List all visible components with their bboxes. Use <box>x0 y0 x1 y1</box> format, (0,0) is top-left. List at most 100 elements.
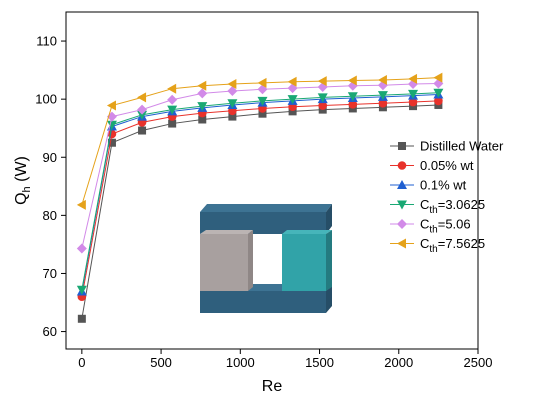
legend: Distilled Water 0.05% wt 0.1% wt Cth=3.0625… <box>390 139 504 255</box>
plot-frame <box>65 11 479 350</box>
data-point <box>378 98 388 108</box>
y-tick-label: 90 <box>43 150 57 165</box>
data-point <box>76 199 86 210</box>
x-tick-label: 2000 <box>384 355 413 370</box>
inset-illustration <box>200 204 332 313</box>
data-point <box>408 97 418 107</box>
data-point <box>408 73 418 84</box>
y-axis-label: Qh (W) <box>13 156 33 205</box>
left-block <box>200 234 248 291</box>
data-point <box>107 138 116 147</box>
data-point <box>377 91 388 101</box>
data-point <box>287 95 298 105</box>
frame-top-face <box>200 204 332 212</box>
data-point <box>257 96 268 106</box>
y-tick-label: 60 <box>43 324 57 339</box>
legend-item: Distilled Water <box>390 139 504 154</box>
left-block-side <box>248 230 253 291</box>
x-tick-label: 0 <box>78 355 85 370</box>
frame-bottom-side <box>326 284 332 313</box>
legend-label: Cth=3.0625 <box>420 197 485 216</box>
data-point <box>347 75 357 86</box>
y-tick-label: 100 <box>35 92 57 107</box>
right-block-top <box>282 230 332 234</box>
data-point <box>138 126 147 135</box>
y-tick-label: 70 <box>43 266 57 281</box>
data-point <box>258 109 267 118</box>
frame-bottom-beam <box>200 291 326 313</box>
legend-marker <box>397 219 407 229</box>
data-point <box>197 88 208 99</box>
legend-label: Distilled Water <box>420 139 504 154</box>
x-tick-label: 1500 <box>305 355 334 370</box>
legend-marker <box>397 200 407 210</box>
data-point <box>434 96 443 106</box>
data-point <box>317 76 327 87</box>
y-tick-label: 110 <box>36 34 57 49</box>
legend-label: 0.05% wt <box>420 158 474 173</box>
data-point <box>433 88 444 98</box>
left-block-top <box>200 230 253 234</box>
data-point <box>257 77 267 88</box>
x-axis-label: Re <box>262 378 283 395</box>
y-tick-label: 80 <box>43 208 57 223</box>
data-point <box>168 119 177 128</box>
x-tick-label: 500 <box>150 355 172 370</box>
data-point <box>408 89 419 99</box>
legend-marker <box>398 142 406 150</box>
legend-item: Cth=5.06 <box>390 217 471 236</box>
legend-item: 0.05% wt <box>390 158 474 173</box>
data-point <box>317 93 328 103</box>
legend-marker <box>397 161 407 170</box>
data-point <box>76 285 87 295</box>
data-point <box>433 72 443 83</box>
legend-label: Cth=7.5625 <box>420 236 485 255</box>
series-line <box>81 94 439 292</box>
data-point <box>227 86 238 97</box>
data-point <box>347 92 358 102</box>
right-block <box>282 234 326 291</box>
legend-marker <box>397 180 407 189</box>
right-block-side <box>326 230 332 291</box>
data-point <box>198 115 207 124</box>
legend-label: Cth=5.06 <box>420 217 471 236</box>
series-line <box>81 100 439 297</box>
frame-top-side <box>326 204 332 234</box>
data-point <box>167 105 178 115</box>
data-point <box>318 101 328 110</box>
data-point <box>288 107 297 116</box>
data-point <box>167 83 177 94</box>
data-point <box>348 100 358 109</box>
data-point <box>137 110 148 120</box>
data-point <box>197 102 208 112</box>
data-point <box>377 74 387 85</box>
x-tick-label: 1000 <box>226 355 255 370</box>
series-2 <box>77 96 443 302</box>
series-layer <box>76 72 444 323</box>
legend-item: Cth=7.5625 <box>390 236 485 255</box>
data-point <box>228 112 237 121</box>
series-line <box>81 92 439 290</box>
data-point <box>106 120 117 130</box>
legend-label: 0.1% wt <box>420 178 467 193</box>
legend-item: 0.1% wt <box>390 178 467 193</box>
data-point <box>227 99 238 109</box>
data-point <box>77 314 86 323</box>
data-point <box>137 104 148 115</box>
data-point <box>227 79 237 90</box>
legend-marker <box>397 238 406 249</box>
legend-item: Cth=3.0625 <box>390 197 485 216</box>
series-4 <box>76 88 444 295</box>
data-point <box>137 92 147 103</box>
series-6 <box>76 72 443 210</box>
data-point <box>76 243 87 254</box>
data-point <box>106 100 116 111</box>
data-point <box>197 80 207 91</box>
frame-top-beam <box>200 212 326 234</box>
data-point <box>167 94 178 105</box>
data-point <box>287 76 297 87</box>
series-3 <box>76 89 444 296</box>
axes: 0 500 1000 1500 2000 2500 60 70 80 90 100 110 Re Qh (… <box>13 11 493 395</box>
x-tick-label: 2500 <box>464 355 493 370</box>
